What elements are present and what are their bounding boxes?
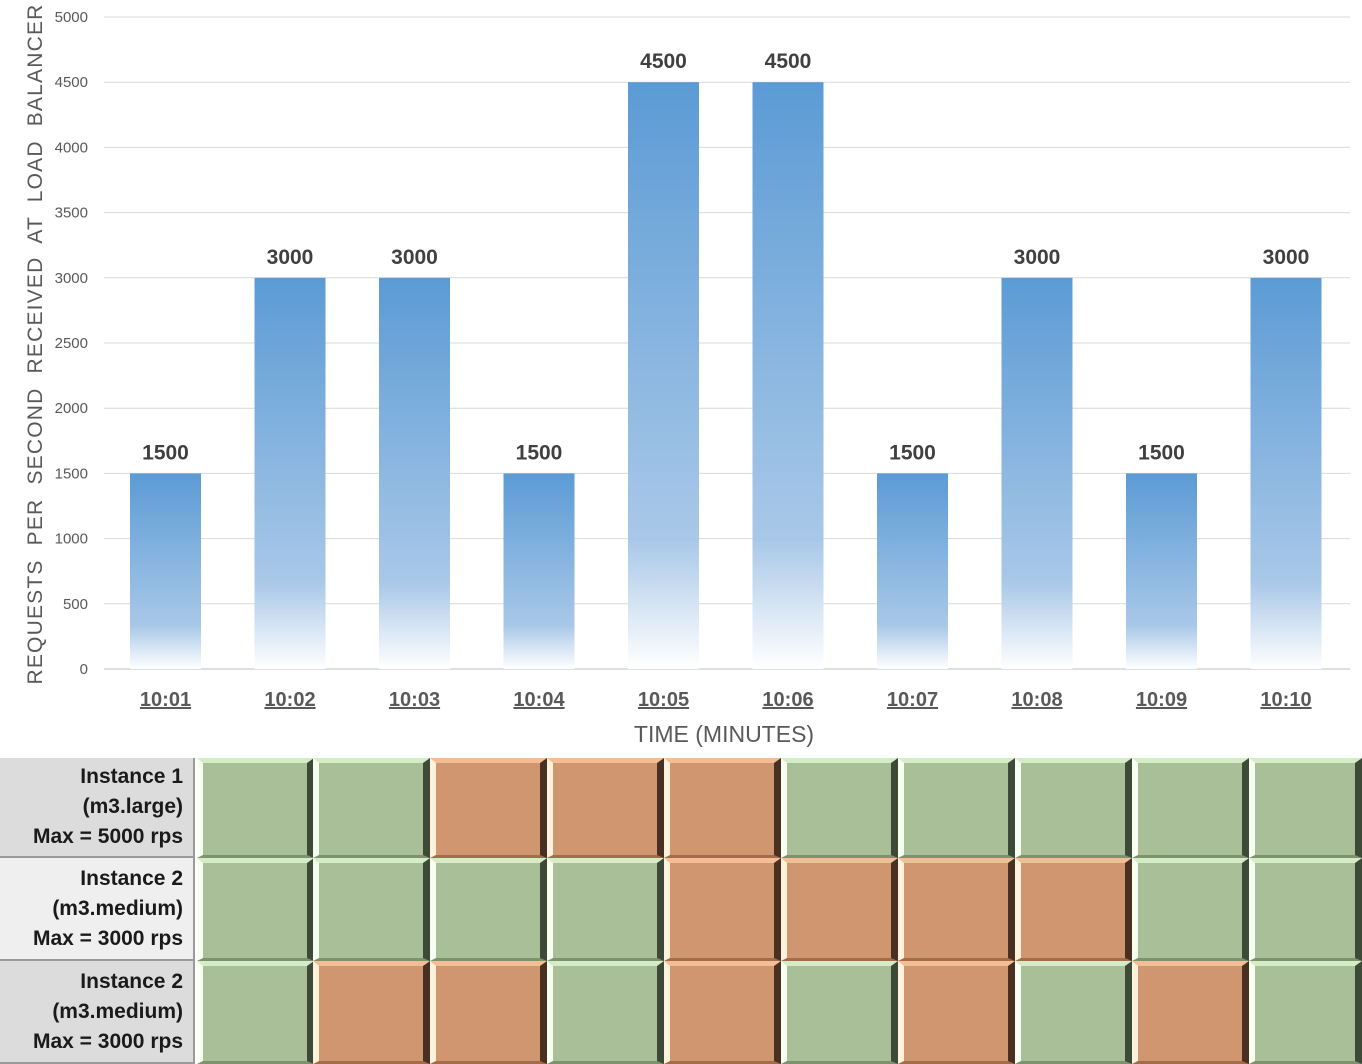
status-cell-busy: [781, 858, 898, 961]
y-tick-label: 1500: [55, 465, 88, 482]
bar: [628, 82, 699, 669]
instance-row: Instance 2 (m3.medium) Max = 3000 rps: [0, 858, 1362, 961]
data-labels: 1500 3000 3000 1500 4500 4500 1500 3000 1500 3000: [142, 50, 1309, 464]
status-cell-ok: [781, 961, 898, 1064]
y-tick-label: 3500: [55, 205, 88, 222]
status-cell-ok: [547, 858, 664, 961]
y-tick-label: 500: [63, 596, 88, 613]
status-cell-ok: [547, 961, 664, 1064]
data-label: 1500: [1138, 441, 1185, 464]
status-cell-ok: [1249, 961, 1362, 1064]
instance-label-line: (m3.large): [82, 795, 183, 818]
y-tick-label: 3000: [55, 270, 88, 287]
status-cell-busy: [1015, 858, 1132, 961]
status-cell-busy: [430, 758, 547, 858]
status-cell-ok: [1249, 858, 1362, 961]
bar: [877, 473, 948, 669]
status-cell-busy: [1132, 961, 1249, 1064]
status-cell-busy: [898, 858, 1015, 961]
data-label: 1500: [142, 441, 189, 464]
y-tick-label: 2500: [55, 335, 88, 352]
status-cell-ok: [1249, 758, 1362, 858]
data-label: 3000: [267, 246, 314, 269]
data-label: 3000: [1263, 246, 1310, 269]
status-cell-ok: [313, 758, 430, 858]
instance-label: Instance 1 (m3.large) Max = 5000 rps: [0, 758, 195, 858]
x-tick-label: 10:07: [887, 689, 938, 711]
instance-row: Instance 2 (m3.medium) Max = 3000 rps: [0, 961, 1362, 1064]
instance-label-line: Instance 1: [80, 765, 183, 788]
status-cell-ok: [781, 758, 898, 858]
status-cell-busy: [547, 758, 664, 858]
instance-label: Instance 2 (m3.medium) Max = 3000 rps: [0, 858, 195, 961]
instance-label: Instance 2 (m3.medium) Max = 3000 rps: [0, 961, 195, 1064]
instance-status-grid: Instance 1 (m3.large) Max = 5000 rps Instan…: [0, 758, 1362, 1064]
bars: [130, 82, 1322, 669]
x-tick-label: 10:09: [1136, 689, 1187, 711]
data-label: 4500: [640, 50, 687, 73]
status-cell-ok: [1015, 961, 1132, 1064]
status-cell-ok: [898, 758, 1015, 858]
status-cell-busy: [664, 961, 781, 1064]
bar: [503, 473, 575, 669]
status-cell-ok: [1132, 858, 1249, 961]
data-label: 4500: [765, 50, 812, 73]
y-tick-label: 0: [80, 661, 88, 678]
instance-label-line: Instance 2: [80, 969, 183, 993]
bar-chart: 0 500 1000 1500 2000 2500 3000 3500 4000 4500 5000…: [24, 3, 1350, 747]
status-cell-ok: [197, 758, 314, 858]
bar: [379, 277, 450, 669]
y-tick-label: 5000: [55, 9, 88, 26]
data-label: 3000: [1014, 246, 1061, 269]
instance-label-line: Instance 2: [80, 866, 183, 890]
bar: [1126, 473, 1197, 669]
instance-label-line: (m3.medium): [52, 999, 183, 1023]
bar: [1250, 277, 1322, 669]
x-tick-label: 10:01: [140, 689, 191, 711]
y-tick-label: 4000: [55, 139, 88, 156]
instance-label-line: (m3.medium): [52, 896, 183, 920]
status-cell-busy: [898, 961, 1015, 1064]
x-tick-label: 10:06: [762, 689, 813, 711]
data-label: 1500: [516, 441, 563, 464]
x-axis-title: TIME (MINUTES): [634, 721, 814, 747]
y-axis-ticks: 0 500 1000 1500 2000 2500 3000 3500 4000 4500 5000: [55, 9, 88, 678]
x-tick-label: 10:08: [1011, 689, 1062, 711]
x-tick-label: 10:03: [389, 689, 440, 711]
status-cell-ok: [197, 858, 314, 961]
bar: [752, 82, 824, 669]
x-axis-ticks: 10:01 10:02 10:03 10:04 10:05 10:06 10:07 10:08…: [140, 689, 1312, 711]
y-tick-label: 2000: [55, 400, 88, 417]
status-cell-busy: [664, 758, 781, 858]
bar: [254, 277, 326, 669]
x-tick-label: 10:04: [513, 689, 565, 711]
status-cell-ok: [197, 961, 314, 1064]
x-tick-label: 10:10: [1260, 689, 1311, 711]
instance-row: Instance 1 (m3.large) Max = 5000 rps: [0, 758, 1362, 858]
instance-label-line: Max = 3000 rps: [32, 926, 183, 950]
data-label: 3000: [391, 246, 438, 269]
status-cell-busy: [664, 858, 781, 961]
instance-label-line: Max = 5000 rps: [32, 825, 183, 848]
instance-label-line: Max = 3000 rps: [32, 1029, 183, 1053]
status-cell-ok: [1015, 758, 1132, 858]
x-tick-label: 10:05: [638, 689, 689, 711]
status-cell-ok: [1132, 758, 1249, 858]
y-tick-label: 1000: [55, 531, 88, 548]
status-cell-busy: [313, 961, 430, 1064]
status-cell-ok: [430, 858, 547, 961]
data-label: 1500: [889, 441, 936, 464]
status-cell-ok: [313, 858, 430, 961]
bar: [130, 473, 201, 669]
y-tick-label: 4500: [55, 74, 88, 91]
x-tick-label: 10:02: [264, 689, 315, 711]
bar: [1001, 277, 1073, 669]
status-cell-busy: [430, 961, 547, 1064]
y-axis-title: REQUESTS PER SECOND RECEIVED AT LOAD BAL…: [24, 3, 47, 684]
